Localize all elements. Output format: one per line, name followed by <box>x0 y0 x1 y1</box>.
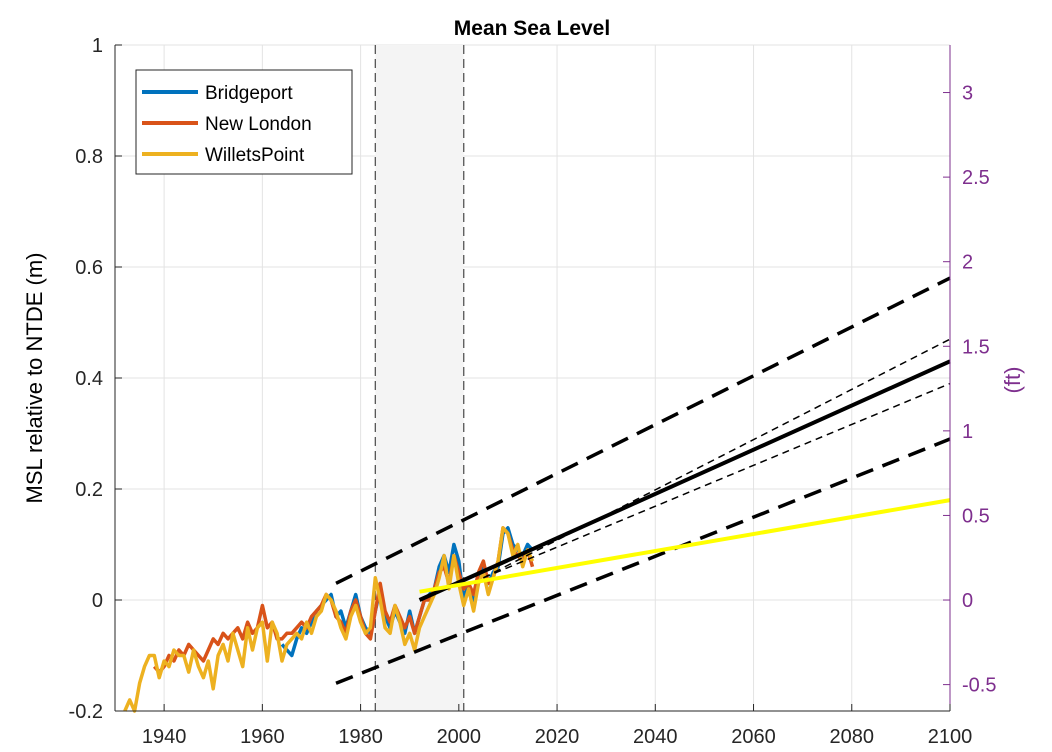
projection-outer-bound <box>335 276 951 585</box>
projection-central-line <box>418 359 951 602</box>
x-tick-label: 1960 <box>240 726 285 748</box>
y-right-tick-label: 2.5 <box>962 167 990 189</box>
y-axis-right-label: (ft) <box>1000 367 1025 394</box>
y-right-tick-label: 2 <box>962 252 973 274</box>
x-tick-label: 2060 <box>731 726 776 748</box>
x-tick-label: 2000 <box>437 726 482 748</box>
y-right-tick-label: 1.5 <box>962 336 990 358</box>
x-tick-label: 2100 <box>928 726 973 748</box>
legend-label-bridgeport: Bridgeport <box>205 83 293 104</box>
projection-inner-bound <box>483 382 951 579</box>
linear-trend-line <box>419 498 951 594</box>
legend-label-willetspoint: WilletsPoint <box>205 145 305 166</box>
x-tick-label: 2040 <box>633 726 678 748</box>
legend-label-new-london: New London <box>205 114 312 135</box>
x-tick-label: 2080 <box>830 726 875 748</box>
y-right-tick-label: 0.5 <box>962 505 990 527</box>
y-tick-label: 1 <box>92 35 103 57</box>
y-tick-label: -0.2 <box>69 701 103 723</box>
y-tick-label: 0.2 <box>75 479 103 501</box>
y-axis-label: MSL relative to NTDE (m) <box>22 252 47 503</box>
y-tick-label: 0.8 <box>75 146 103 168</box>
y-tick-label: 0 <box>92 590 103 612</box>
y-tick-label: 0.4 <box>75 368 103 390</box>
projection-lines <box>335 276 951 685</box>
y-right-tick-label: 0 <box>962 590 973 612</box>
x-tick-label: 2020 <box>535 726 580 748</box>
y-tick-label: 0.6 <box>75 257 103 279</box>
x-tick-label: 1940 <box>142 726 187 748</box>
y-right-tick-label: 3 <box>962 83 973 105</box>
x-tick-label: 1980 <box>338 726 383 748</box>
series-line-willetspoint <box>123 526 535 713</box>
chart-title: Mean Sea Level <box>454 17 610 40</box>
tick-labels: 1940 1960 1980 2000 2020 2040 2060 2080 2100-0.2… <box>69 35 997 748</box>
legend: Bridgeport New London WilletsPoint <box>135 69 353 175</box>
y-right-tick-label: 1 <box>962 421 973 443</box>
y-right-tick-label: -0.5 <box>962 675 996 697</box>
series-line-new-london <box>152 526 535 674</box>
